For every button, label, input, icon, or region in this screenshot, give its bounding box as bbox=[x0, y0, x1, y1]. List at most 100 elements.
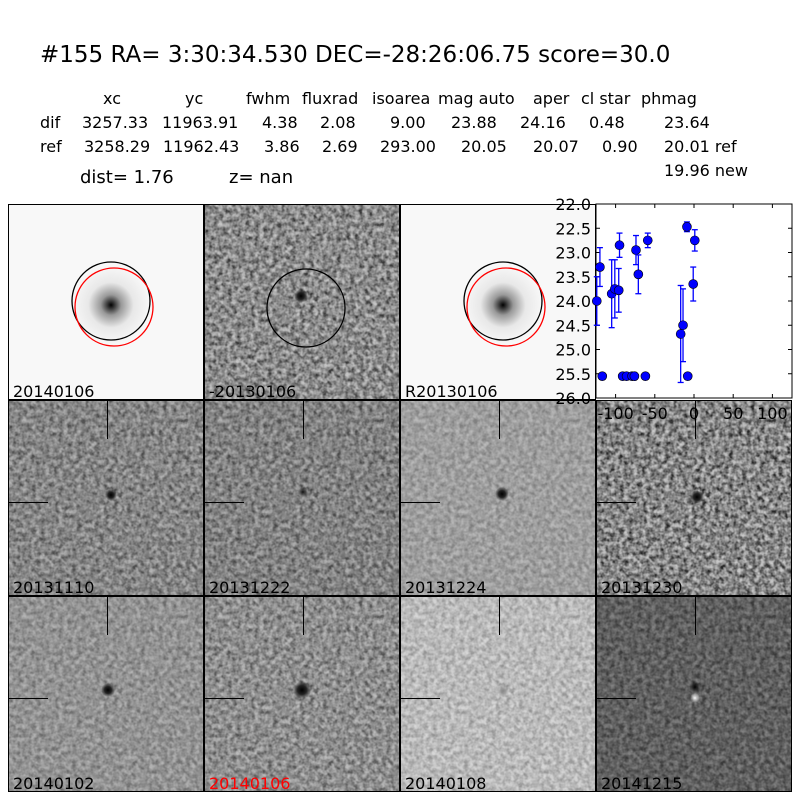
source-star bbox=[689, 681, 701, 693]
detection-circle bbox=[266, 268, 346, 348]
dist-value: dist= 1.76 bbox=[80, 167, 174, 188]
data-point bbox=[675, 329, 686, 339]
col-header-mag-auto: mag auto bbox=[438, 89, 515, 108]
crosshair-vertical bbox=[107, 401, 108, 439]
data-point bbox=[688, 279, 699, 289]
stamp-label: 20131110 bbox=[13, 578, 95, 596]
crosshair-vertical bbox=[695, 597, 696, 635]
dif-cl-star: 0.48 bbox=[589, 113, 625, 132]
ref-aper: 20.07 bbox=[533, 137, 579, 156]
data-point bbox=[633, 269, 644, 280]
page-title: #155 RA= 3:30:34.530 DEC=-28:26:06.75 sc… bbox=[40, 42, 671, 68]
crosshair-horizontal bbox=[401, 698, 440, 699]
col-header-xc: xc bbox=[103, 89, 121, 108]
ref-fwhm: 3.86 bbox=[264, 137, 300, 156]
x-tick-label: 50 bbox=[723, 404, 743, 423]
stamp-label: R20130106 bbox=[405, 382, 498, 400]
crosshair-vertical bbox=[303, 401, 304, 439]
crosshair-horizontal bbox=[205, 698, 244, 699]
crosshair-horizontal bbox=[597, 502, 636, 503]
stamp-epoch: 20140102 bbox=[8, 596, 204, 792]
dif-isoarea: 9.00 bbox=[390, 113, 426, 132]
dif-yc: 11963.91 bbox=[162, 113, 239, 132]
dif-fwhm: 4.38 bbox=[262, 113, 298, 132]
ref-phmag: 20.01 ref bbox=[664, 137, 737, 156]
y-tick-label: 25.0 bbox=[555, 341, 591, 360]
stamp-reference: R20130106 bbox=[400, 204, 596, 400]
dif-label: dif bbox=[40, 113, 61, 132]
source-star bbox=[105, 489, 117, 501]
x-tick-label: 0 bbox=[689, 404, 699, 423]
source-star bbox=[497, 685, 509, 697]
stamp-label: 20131224 bbox=[405, 578, 487, 596]
detection-circle bbox=[463, 261, 543, 341]
reference-circle bbox=[466, 267, 546, 347]
crosshair-vertical bbox=[499, 401, 500, 439]
data-point bbox=[613, 285, 624, 296]
col-header-cl-star: cl star bbox=[581, 89, 631, 108]
crosshair-vertical bbox=[107, 597, 108, 635]
stamp-epoch: 20131110 bbox=[8, 400, 204, 596]
stamp-label: 20140108 bbox=[405, 774, 487, 792]
crosshair-vertical bbox=[499, 597, 500, 635]
stamp-label: 20140106 bbox=[209, 774, 291, 792]
x-tick-label: 100 bbox=[757, 404, 788, 423]
y-tick-label: 22.0 bbox=[555, 195, 591, 214]
crosshair-horizontal bbox=[205, 502, 244, 503]
y-tick-label: 22.5 bbox=[555, 219, 591, 238]
crosshair-horizontal bbox=[401, 502, 440, 503]
dif-xc: 3257.33 bbox=[82, 113, 149, 132]
dif-aper: 24.16 bbox=[520, 113, 566, 132]
x-tick-label: -100 bbox=[597, 404, 633, 423]
data-point bbox=[629, 371, 640, 381]
data-point bbox=[640, 371, 651, 381]
reference-circle bbox=[74, 267, 154, 347]
stamp-epoch: 20141215 bbox=[596, 596, 792, 792]
dif-mag-auto: 23.88 bbox=[451, 113, 497, 132]
y-tick-label: 24.5 bbox=[555, 316, 591, 335]
y-tick-label: 23.0 bbox=[555, 244, 591, 263]
data-point bbox=[689, 235, 700, 246]
data-point bbox=[642, 235, 653, 246]
stamp-epoch: 20140108 bbox=[400, 596, 596, 792]
ref-yc: 11962.43 bbox=[163, 137, 240, 156]
crosshair-horizontal bbox=[9, 502, 48, 503]
ref-isoarea: 293.00 bbox=[380, 137, 436, 156]
y-tick-label: 26.0 bbox=[555, 389, 591, 408]
source-star bbox=[495, 487, 509, 501]
dif-fluxrad: 2.08 bbox=[320, 113, 356, 132]
stamp-difference: -20130106 bbox=[204, 204, 400, 400]
source-star bbox=[294, 289, 308, 303]
data-point bbox=[631, 245, 641, 255]
detection-circle bbox=[71, 261, 151, 341]
data-point bbox=[678, 320, 688, 331]
y-tick-label: 25.5 bbox=[555, 365, 591, 384]
crosshair-vertical bbox=[303, 597, 304, 635]
crosshair-vertical bbox=[695, 401, 696, 439]
col-header-fwhm: fwhm bbox=[246, 89, 291, 108]
stamp-label: 20131230 bbox=[601, 578, 683, 596]
stamp-label: 20141215 bbox=[601, 774, 683, 792]
crosshair-horizontal bbox=[597, 698, 636, 699]
stamp-epoch: 20131222 bbox=[204, 400, 400, 596]
stamp-label: 20140106 bbox=[13, 382, 95, 400]
z-value: z= nan bbox=[229, 167, 294, 188]
residual-bright-spot bbox=[690, 693, 700, 703]
col-header-aper: aper bbox=[533, 89, 570, 108]
ref-xc: 3258.29 bbox=[84, 137, 151, 156]
col-header-yc: yc bbox=[185, 89, 204, 108]
stamp-label: -20130106 bbox=[209, 382, 297, 400]
ref-cl-star: 0.90 bbox=[602, 137, 638, 156]
stamp-epoch: 20131230 bbox=[596, 400, 792, 596]
data-point bbox=[682, 371, 693, 381]
y-tick-label: 23.5 bbox=[555, 268, 591, 287]
col-header-fluxrad: fluxrad bbox=[302, 89, 359, 108]
stamp-label: 20131222 bbox=[209, 578, 291, 596]
crosshair-horizontal bbox=[9, 698, 48, 699]
stamp-epoch: 20140106 bbox=[204, 596, 400, 792]
data-point bbox=[682, 221, 692, 232]
data-point bbox=[614, 240, 625, 251]
stamp-new: 20140106 bbox=[8, 204, 204, 400]
light-curve-plot: -100 -50 0 50 100 22.0 22.5 23.0 23.5 24.0 24.5 25.… bbox=[555, 195, 793, 423]
